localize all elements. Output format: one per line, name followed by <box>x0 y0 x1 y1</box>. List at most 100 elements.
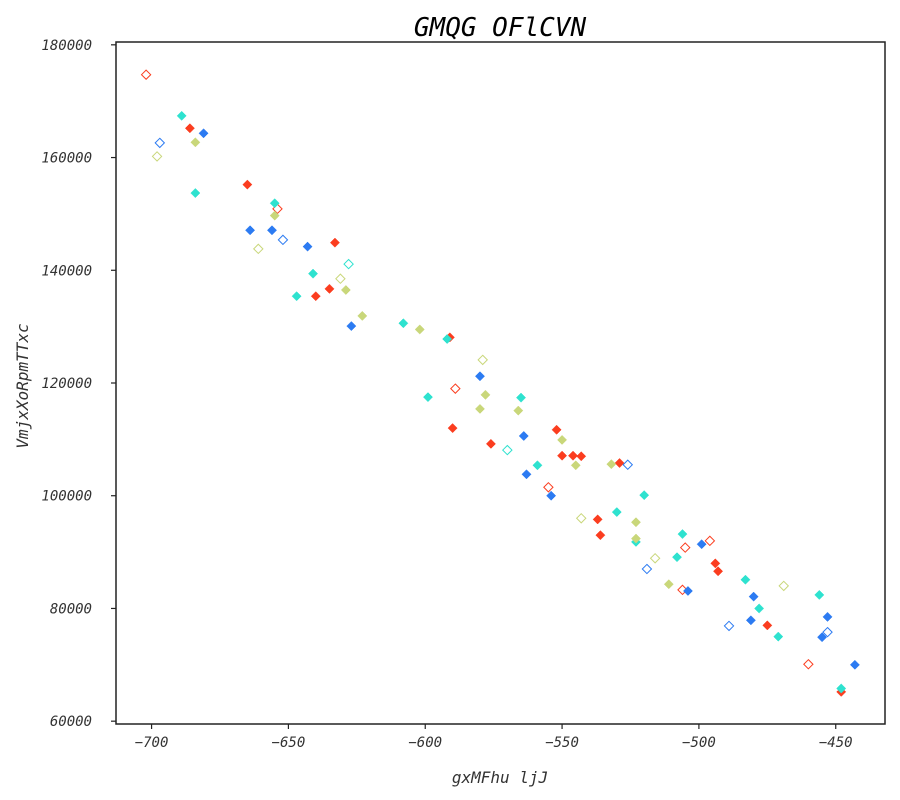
y-axis-label: VmjxXoRpmTTxc <box>13 323 32 448</box>
data-point <box>190 188 201 199</box>
data-point <box>723 620 735 632</box>
chart-title: GMQG OFlCVN <box>414 13 587 43</box>
data-point <box>269 198 280 209</box>
data-point <box>190 137 201 148</box>
data-point <box>140 69 152 80</box>
data-point <box>672 552 682 563</box>
data-point <box>570 460 581 471</box>
data-point <box>447 423 458 434</box>
x-tick-label: −700 <box>135 735 169 751</box>
data-point <box>710 558 721 569</box>
data-point <box>291 291 302 302</box>
data-point <box>575 512 587 524</box>
data-point <box>557 434 568 445</box>
data-point <box>748 591 759 602</box>
data-point <box>803 658 814 670</box>
data-point <box>477 354 489 366</box>
y-tick-label: 80000 <box>50 601 92 617</box>
data-point <box>516 392 526 403</box>
data-point <box>639 490 650 501</box>
data-point <box>269 210 280 221</box>
x-tick-label: −500 <box>682 735 716 751</box>
x-tick-label: −600 <box>408 735 442 751</box>
data-point <box>513 405 524 416</box>
data-point <box>245 225 256 236</box>
x-tick-label: −650 <box>272 735 306 751</box>
data-point <box>595 530 606 541</box>
data-point <box>518 431 529 441</box>
data-point <box>754 603 765 614</box>
data-point <box>324 283 335 294</box>
data-point <box>329 237 340 248</box>
data-point <box>252 243 264 255</box>
data-point <box>480 389 491 400</box>
data-point <box>606 459 617 470</box>
data-point <box>543 481 554 493</box>
data-point <box>475 403 485 414</box>
data-point <box>398 318 409 329</box>
data-point <box>740 574 751 585</box>
data-point <box>308 268 318 279</box>
data-point <box>836 683 847 694</box>
data-point <box>817 632 828 643</box>
data-point <box>822 611 833 622</box>
data-point <box>154 137 166 149</box>
data-point <box>773 631 784 642</box>
x-tick-label: −450 <box>819 735 853 751</box>
data-point <box>423 392 433 403</box>
data-point <box>502 444 513 456</box>
y-tick-label: 120000 <box>41 376 92 392</box>
plot-frame <box>115 41 886 725</box>
data-point <box>713 566 724 577</box>
data-point <box>335 273 346 285</box>
data-point <box>679 542 691 553</box>
data-point <box>546 490 557 501</box>
data-point <box>267 225 277 236</box>
data-point <box>849 659 860 670</box>
data-point <box>778 580 790 592</box>
y-tick-label: 140000 <box>41 263 92 279</box>
data-point <box>184 123 195 134</box>
data-point <box>814 589 825 600</box>
x-axis-label: gxMFhu ljJ <box>452 768 548 787</box>
data-point <box>310 291 321 302</box>
data-point <box>696 539 707 550</box>
data-point <box>822 626 833 638</box>
data-point <box>557 450 568 461</box>
data-point <box>532 460 543 471</box>
y-tick-label: 160000 <box>41 151 92 167</box>
data-point <box>631 533 641 544</box>
data-point <box>277 234 289 246</box>
data-point <box>302 241 313 252</box>
data-point <box>568 450 578 461</box>
data-point <box>663 579 674 590</box>
data-point <box>641 563 653 575</box>
data-point <box>576 451 587 462</box>
data-point <box>450 383 461 394</box>
data-point <box>521 469 532 480</box>
data-point <box>442 334 453 344</box>
data-point <box>631 517 641 528</box>
data-point <box>340 285 351 295</box>
data-point <box>176 110 187 121</box>
data-point <box>242 179 253 190</box>
data-point <box>762 620 773 631</box>
y-tick-label: 180000 <box>41 38 92 54</box>
axis-ticks: −700 −650 −600 −550 −500 −450 60000 80000 100000… <box>41 38 852 751</box>
data-point <box>198 128 209 139</box>
data-point <box>343 258 354 270</box>
data-point <box>614 458 625 468</box>
data-point <box>677 529 688 540</box>
data-point <box>592 514 603 525</box>
x-tick-label: −550 <box>545 735 579 751</box>
data-point <box>551 424 562 435</box>
y-tick-label: 60000 <box>50 714 92 730</box>
data-point <box>622 459 634 471</box>
data-point <box>611 507 622 518</box>
y-tick-label: 100000 <box>41 489 92 505</box>
data-point <box>151 151 163 162</box>
data-point <box>414 324 425 335</box>
data-point <box>475 371 485 382</box>
data-points <box>140 69 860 697</box>
